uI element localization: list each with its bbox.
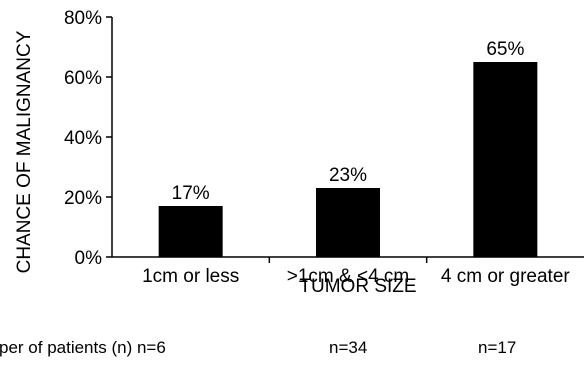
y-tick-label: 80%	[64, 8, 102, 29]
bar-value-label: 17%	[172, 183, 210, 204]
y-axis-ticks: 0% 20% 40% 60% 80%	[64, 8, 112, 269]
y-tick-label: 40%	[64, 128, 102, 149]
y-tick-label: 0%	[75, 248, 103, 269]
x-axis-title: TUMOR SIZE	[299, 276, 416, 297]
bar	[158, 206, 223, 257]
y-tick-label: 20%	[64, 188, 102, 209]
patients-count-n2: n=34	[329, 338, 368, 357]
y-axis-title: CHANCE OF MALIGNANCY	[14, 30, 35, 273]
x-axis-tick-labels: 1cm or less >1cm & <4 cm 4 cm or greater	[142, 257, 570, 287]
data-labels: 17% 23% 65%	[172, 39, 525, 204]
x-tick-label: 4 cm or greater	[441, 266, 570, 287]
x-tick-label: 1cm or less	[142, 266, 239, 287]
bar-value-label: 65%	[486, 39, 524, 60]
x-tick-label: >1cm & <4 cm	[287, 266, 410, 287]
patients-count-label: per of patients (n) n=6	[0, 338, 166, 357]
bar	[316, 188, 380, 257]
bar	[473, 62, 538, 257]
bars	[158, 62, 538, 257]
y-tick-label: 60%	[64, 68, 102, 89]
patients-count-n3: n=17	[478, 338, 517, 357]
bar-value-label: 23%	[329, 165, 367, 186]
